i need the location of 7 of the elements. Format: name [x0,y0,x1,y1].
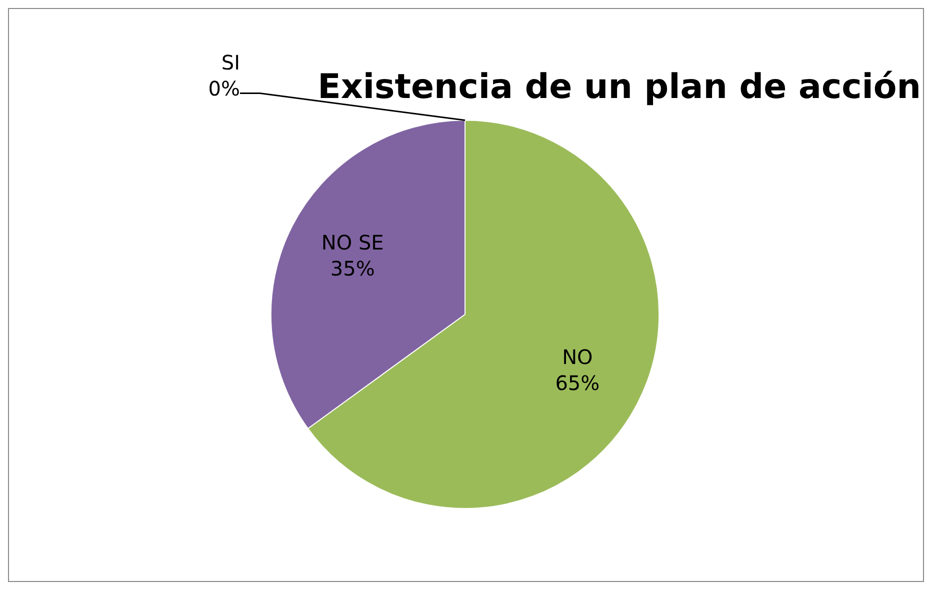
text: 0% [208,76,240,101]
data-label: 65% [555,370,600,395]
chart-title: Existencia de un plan de acción [318,67,921,108]
slice-label: NO [562,344,593,369]
category-label: SI [221,50,240,75]
data-label: 35% [330,256,375,280]
slice-label: NO SE [321,230,384,254]
